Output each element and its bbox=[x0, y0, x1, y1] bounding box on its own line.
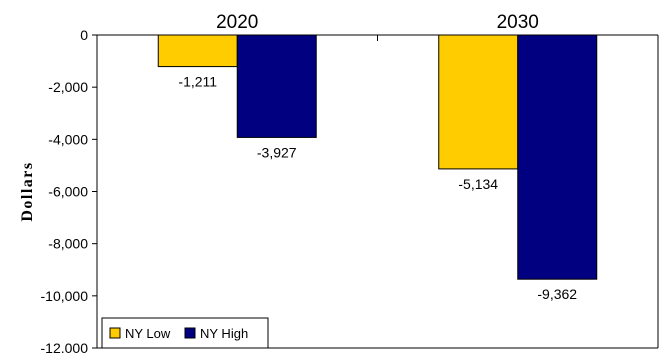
bar-ny-low-2030 bbox=[438, 34, 519, 170]
data-label: -1,211 bbox=[178, 74, 217, 90]
data-label: -9,362 bbox=[537, 286, 577, 302]
bar-ny-high-2020 bbox=[236, 34, 317, 138]
data-label: -5,134 bbox=[458, 176, 498, 192]
bar-ny-low-2020 bbox=[157, 34, 238, 68]
category-label-2030: 2030 bbox=[497, 12, 539, 33]
y-axis-title: Dollars bbox=[19, 161, 36, 221]
legend-swatch-ny-low bbox=[109, 327, 121, 339]
y-tick-label: -12,000 bbox=[41, 340, 89, 353]
y-tick-label: -8,000 bbox=[48, 236, 88, 252]
legend-swatch-ny-high bbox=[184, 327, 196, 339]
legend: NY Low NY High bbox=[101, 317, 269, 349]
bar-ny-high-2030 bbox=[517, 34, 598, 280]
legend-label-ny-low: NY Low bbox=[125, 326, 171, 341]
y-tick-label: -2,000 bbox=[48, 79, 88, 95]
category-label-2020: 2020 bbox=[216, 12, 258, 33]
plot-area bbox=[97, 34, 658, 348]
data-labels: -1,211 -3,927 -5,134 -9,362 bbox=[178, 74, 577, 303]
y-tick-label: -6,000 bbox=[48, 184, 88, 200]
data-label: -3,927 bbox=[257, 144, 297, 160]
y-tick-label: -10,000 bbox=[41, 288, 89, 304]
y-axis: 0 -2,000 -4,000 -6,000 -8,000 -10,000 -12,000 D… bbox=[19, 12, 659, 356]
y-tick-label: 0 bbox=[80, 27, 88, 43]
y-tick-label: -4,000 bbox=[48, 131, 88, 147]
legend-label-ny-high: NY High bbox=[200, 326, 248, 341]
